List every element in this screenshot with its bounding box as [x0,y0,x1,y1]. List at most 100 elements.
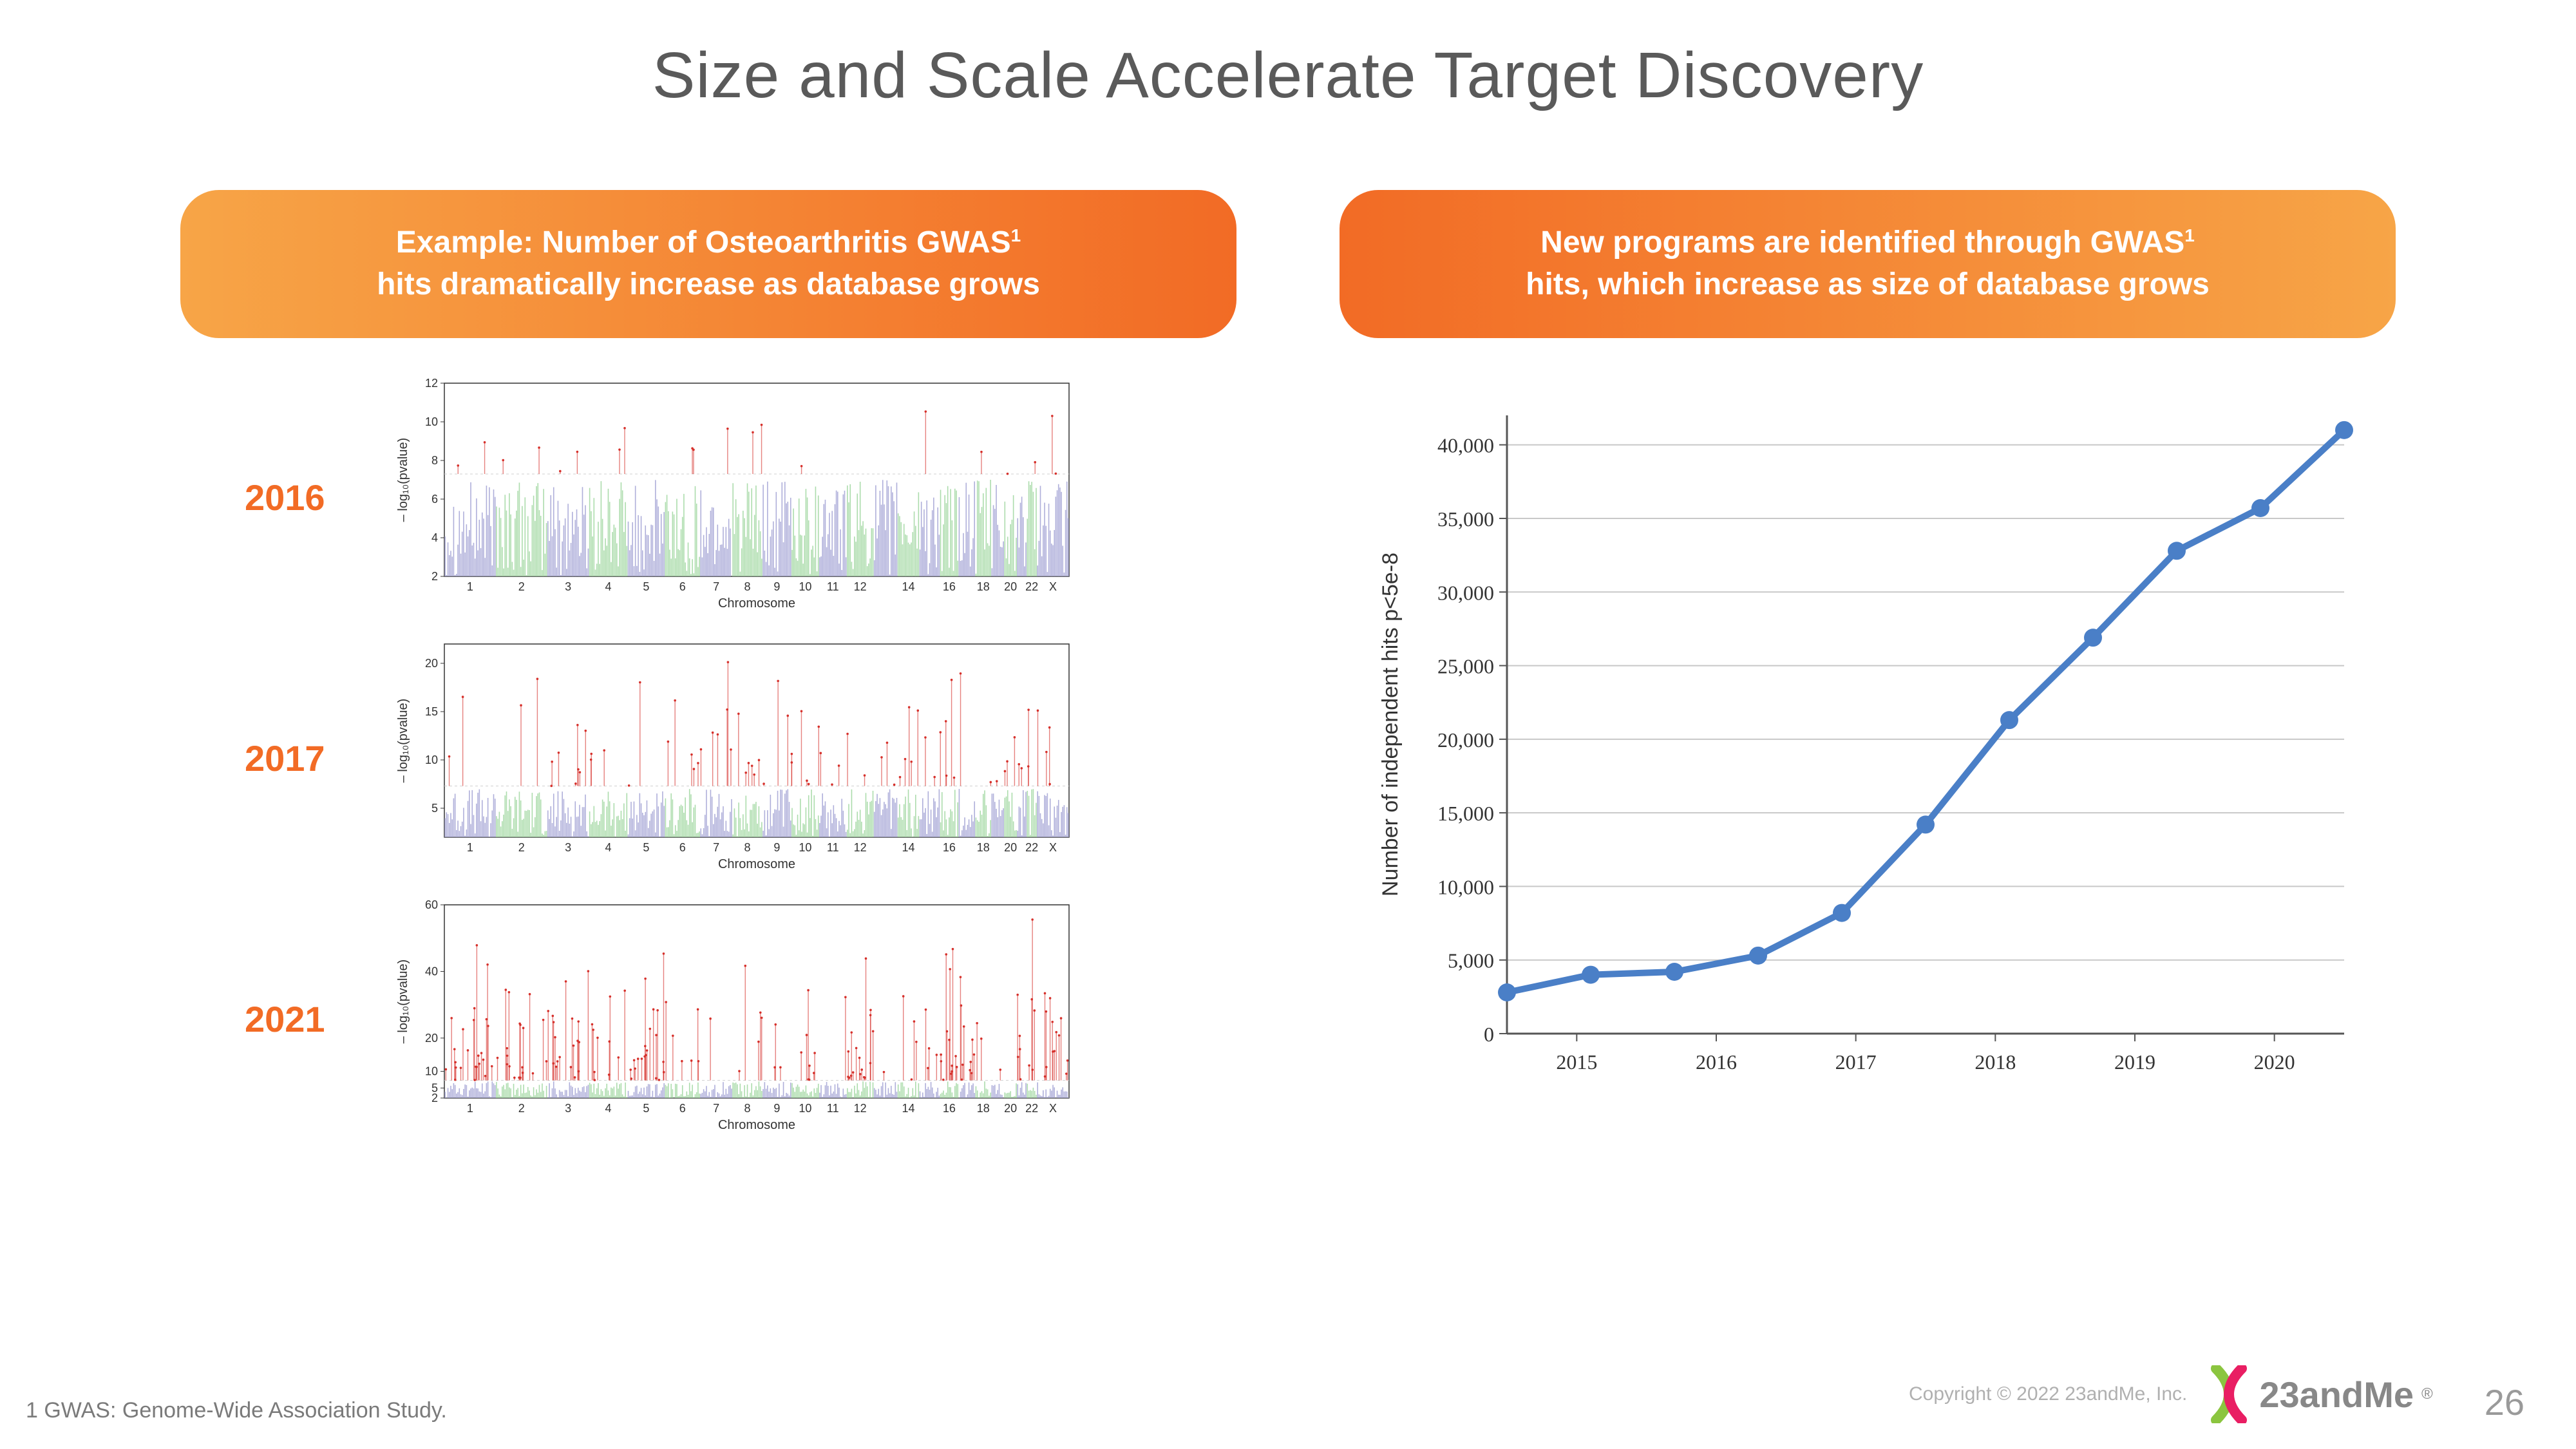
svg-text:12: 12 [854,841,867,854]
svg-text:0: 0 [1484,1023,1494,1046]
manhattan-plot: 24681012– log₁₀(pvalue)12345678910111214… [393,377,1075,615]
left-banner: Example: Number of Osteoarthritis GWAS1 … [180,190,1236,338]
svg-text:2: 2 [431,570,438,583]
right-banner: New programs are identified through GWAS… [1340,190,2396,338]
svg-text:40,000: 40,000 [1437,433,1494,457]
svg-text:2: 2 [518,841,525,854]
svg-text:Chromosome: Chromosome [718,596,795,611]
year-label: 2017 [245,737,361,779]
svg-text:X: X [1049,841,1057,854]
logo-reg: ® [2421,1385,2433,1403]
svg-text:5: 5 [643,1102,649,1115]
svg-text:16: 16 [943,841,956,854]
svg-text:1: 1 [467,1102,473,1115]
svg-text:6: 6 [679,1102,686,1115]
svg-text:8: 8 [744,841,751,854]
svg-text:4: 4 [605,580,611,593]
svg-text:9: 9 [773,841,780,854]
line-chart: 05,00010,00015,00020,00025,00030,00035,0… [1365,390,2370,1111]
svg-text:3: 3 [565,580,571,593]
svg-text:5: 5 [431,802,438,815]
svg-text:18: 18 [977,1102,990,1115]
svg-text:– log₁₀(pvalue): – log₁₀(pvalue) [396,698,410,782]
right-column: New programs are identified through GWAS… [1340,190,2396,1159]
svg-text:12: 12 [854,580,867,593]
svg-text:2018: 2018 [1975,1050,2016,1074]
svg-text:Chromosome: Chromosome [718,857,795,871]
svg-text:30,000: 30,000 [1437,581,1494,604]
manhattan-row: 20175101520– log₁₀(pvalue)12345678910111… [245,638,1211,879]
svg-text:15,000: 15,000 [1437,802,1494,825]
svg-text:7: 7 [713,841,719,854]
svg-text:10: 10 [425,415,438,428]
svg-text:14: 14 [902,1102,914,1115]
content-row: Example: Number of Osteoarthritis GWAS1 … [0,113,2576,1159]
svg-text:5: 5 [643,841,649,854]
line-chart-container: 05,00010,00015,00020,00025,00030,00035,0… [1340,338,2396,1114]
svg-text:4: 4 [605,841,611,854]
manhattan-charts: 201624681012– log₁₀(pvalue)1234567891011… [180,338,1236,1140]
copyright: Copyright © 2022 23andMe, Inc. [1909,1383,2187,1405]
svg-text:15: 15 [425,705,438,718]
svg-text:14: 14 [902,841,914,854]
year-label: 2016 [245,477,361,518]
svg-text:2: 2 [518,1102,525,1115]
manhattan-plot: 5101520– log₁₀(pvalue)123456789101112141… [393,638,1075,876]
left-column: Example: Number of Osteoarthritis GWAS1 … [180,190,1236,1159]
svg-text:4: 4 [431,531,438,544]
svg-text:40: 40 [425,965,438,978]
svg-text:7: 7 [713,1102,719,1115]
svg-text:6: 6 [679,580,686,593]
manhattan-row: 201624681012– log₁₀(pvalue)1234567891011… [245,377,1211,618]
svg-text:6: 6 [679,841,686,854]
svg-text:22: 22 [1025,580,1038,593]
svg-text:20: 20 [1004,1102,1017,1115]
svg-text:18: 18 [977,580,990,593]
svg-text:8: 8 [744,580,751,593]
svg-text:10: 10 [799,841,811,854]
slide-title: Size and Scale Accelerate Target Discove… [0,0,2576,113]
svg-text:Number of independent hits p<5: Number of independent hits p<5e-8 [1378,553,1403,896]
svg-text:1: 1 [467,580,473,593]
svg-text:22: 22 [1025,841,1038,854]
svg-text:5: 5 [643,580,649,593]
svg-text:12: 12 [854,1102,867,1115]
svg-text:7: 7 [713,580,719,593]
banner-sup-1: 1 [1011,225,1021,245]
page-number: 26 [2485,1381,2524,1423]
footnote: 1 GWAS: Genome-Wide Association Study. [26,1398,1909,1423]
svg-text:2016: 2016 [1696,1050,1737,1074]
svg-text:10: 10 [799,580,811,593]
svg-text:8: 8 [744,1102,751,1115]
manhattan-plot: 2510204060– log₁₀(pvalue)123456789101112… [393,898,1075,1137]
banner-text-3: New programs are identified through GWAS [1540,225,2184,260]
footer: 1 GWAS: Genome-Wide Association Study. C… [0,1365,2576,1423]
svg-text:20,000: 20,000 [1437,728,1494,751]
svg-text:14: 14 [902,580,914,593]
svg-text:X: X [1049,580,1057,593]
svg-text:8: 8 [431,454,438,467]
svg-text:16: 16 [943,580,956,593]
svg-text:18: 18 [977,841,990,854]
svg-text:60: 60 [425,898,438,911]
svg-text:2019: 2019 [2114,1050,2155,1074]
svg-text:X: X [1049,1102,1057,1115]
svg-text:2020: 2020 [2254,1050,2295,1074]
svg-text:10: 10 [425,753,438,766]
svg-text:20: 20 [1004,841,1017,854]
svg-text:3: 3 [565,1102,571,1115]
svg-text:9: 9 [773,580,780,593]
svg-text:11: 11 [827,1102,839,1115]
banner-text-2: hits dramatically increase as database g… [377,267,1040,301]
manhattan-row: 20212510204060– log₁₀(pvalue)12345678910… [245,898,1211,1140]
svg-text:10,000: 10,000 [1437,875,1494,898]
svg-text:Chromosome: Chromosome [718,1118,795,1132]
svg-text:10: 10 [425,1065,438,1077]
svg-text:11: 11 [827,580,839,593]
svg-text:2: 2 [518,580,525,593]
svg-text:9: 9 [773,1102,780,1115]
svg-text:5,000: 5,000 [1448,949,1494,972]
svg-text:2017: 2017 [1835,1050,1877,1074]
svg-text:12: 12 [425,377,438,390]
svg-text:6: 6 [431,493,438,506]
